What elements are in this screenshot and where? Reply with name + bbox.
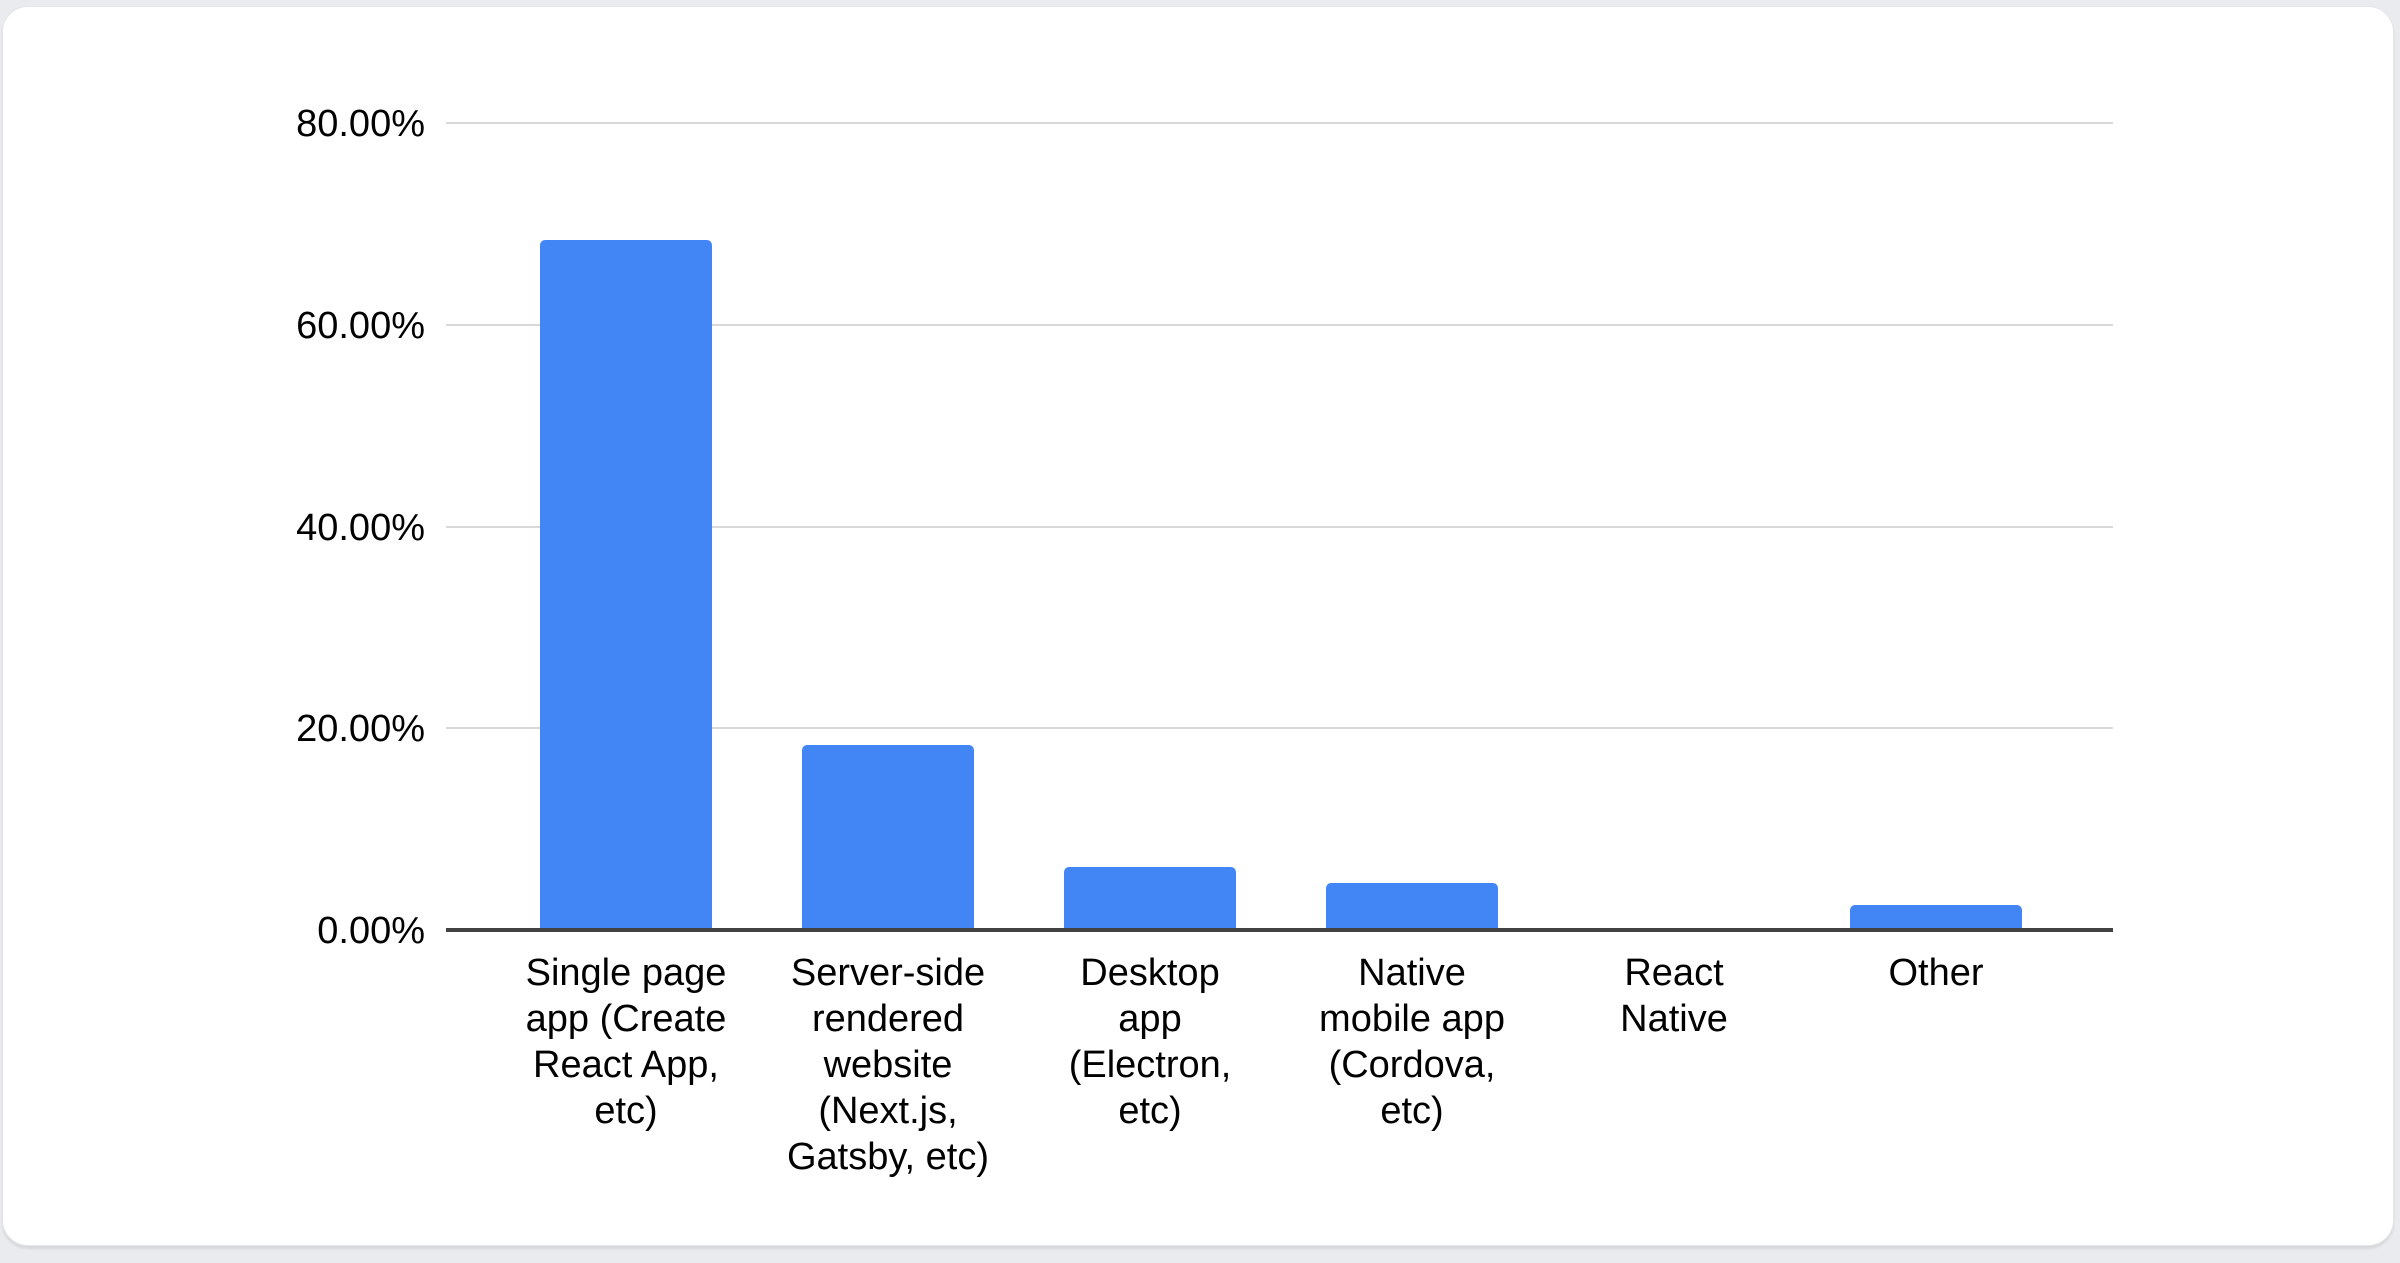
bar-chart: 80.00% 60.00% 40.00% 20.00% 0.00% Single pag… — [3, 7, 2400, 1263]
x-axis-line — [446, 928, 2113, 932]
x-axis-label-line: Server-side — [790, 952, 986, 994]
x-axis-label-line: etc) — [1380, 1090, 1444, 1132]
x-axis-label-line: mobile app — [1319, 998, 1505, 1040]
y-tick-label: 80.00% — [296, 103, 425, 145]
x-axis-label-line: Gatsby, etc) — [786, 1136, 990, 1178]
x-axis-label-line: etc) — [1118, 1090, 1182, 1132]
x-axis-label-line: rendered — [811, 998, 965, 1040]
gridline-80 — [446, 122, 2113, 124]
chart-card: 80.00% 60.00% 40.00% 20.00% 0.00% Single pag… — [2, 6, 2394, 1246]
x-axis-label-line: app — [1118, 998, 1182, 1040]
gridline-60 — [446, 323, 2113, 326]
x-axis-label-line: Native — [1358, 952, 1466, 994]
bar-single-page-app-create-react-app-etc — [540, 240, 712, 930]
bar-native-mobile-app-cordova-etc — [1326, 883, 1498, 930]
x-axis-label-line: React — [1624, 952, 1724, 994]
x-axis-label-line: Desktop — [1080, 952, 1220, 994]
x-axis-label: Single page app (Create React App, etc) — [495, 950, 757, 1134]
x-axis-label-line: etc) — [594, 1090, 658, 1132]
x-axis-label: Native mobile app (Cordova, etc) — [1281, 950, 1543, 1134]
x-axis-label-line: (Cordova, — [1328, 1044, 1496, 1086]
x-axis-label-line: Other — [1888, 952, 1984, 994]
x-axis-label: Server-side rendered website (Next.js, Gatsb… — [757, 950, 1019, 1180]
gridline-40 — [446, 525, 2113, 528]
y-tick-label: 60.00% — [296, 304, 425, 347]
y-tick-label: 0.00% — [317, 910, 425, 952]
x-axis-label: Desktop app (Electron, etc) — [1019, 950, 1281, 1134]
x-axis-label: React Native — [1543, 950, 1805, 1042]
x-axis-label-line: React App, — [533, 1044, 719, 1086]
x-axis-label: Other — [1805, 950, 2067, 996]
y-tick-label: 20.00% — [296, 708, 425, 751]
x-axis-label-line: (Electron, — [1068, 1044, 1232, 1086]
bar-other — [1850, 905, 2022, 930]
bar-desktop-app-electron-etc — [1064, 867, 1236, 930]
gridline-20 — [446, 727, 2113, 730]
x-axis-label-line: Native — [1620, 998, 1728, 1040]
bar-server-side-rendered-website-next-js-gatsby-etc — [802, 745, 974, 930]
x-axis-label-line: (Next.js, — [818, 1090, 958, 1132]
x-axis-label-line: website — [823, 1044, 953, 1086]
x-axis-label-line: app (Create — [525, 998, 727, 1040]
x-axis-label-line: Single page — [525, 952, 727, 994]
y-tick-label: 40.00% — [296, 506, 425, 549]
